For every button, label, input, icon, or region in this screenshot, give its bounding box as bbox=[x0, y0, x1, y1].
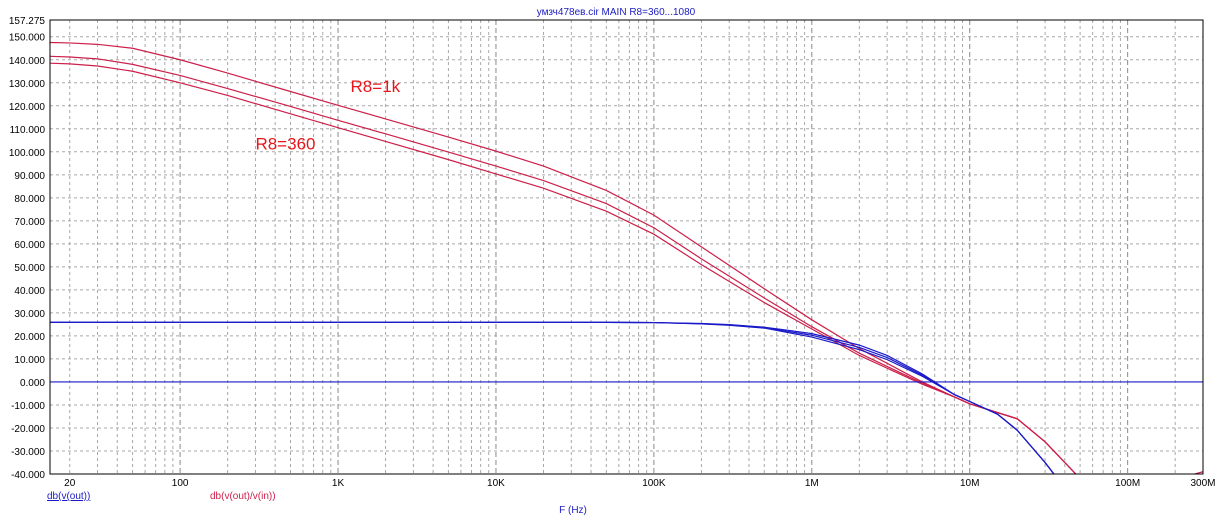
y-tick-label: 130.000 bbox=[9, 79, 46, 90]
x-tick-label: 100M bbox=[1115, 478, 1140, 489]
y-tick-label: 40.000 bbox=[14, 286, 45, 297]
x-tick-label: 20 bbox=[64, 478, 76, 489]
y-tick-label: 150.000 bbox=[9, 33, 46, 44]
y-tick-label: -40.000 bbox=[11, 470, 45, 481]
y-axis-ticks: 157.275 150.000 140.000 130.000 120.000 110.0… bbox=[9, 16, 46, 481]
y-tick-label: 157.275 bbox=[9, 16, 46, 27]
y-tick-label: 50.000 bbox=[14, 263, 45, 274]
series-line-7 bbox=[1192, 471, 1203, 474]
series-line-2 bbox=[50, 62, 1077, 474]
annotations: R8=1k R8=360 bbox=[255, 77, 400, 154]
y-tick-label: 60.000 bbox=[14, 240, 45, 251]
y-tick-label: 80.000 bbox=[14, 194, 45, 205]
x-axis-label: F (Hz) bbox=[559, 505, 587, 516]
y-tick-label: 20.000 bbox=[14, 332, 45, 343]
y-tick-label: 100.000 bbox=[9, 148, 46, 159]
y-tick-label: 30.000 bbox=[14, 309, 45, 320]
series-group bbox=[50, 41, 1203, 474]
annotation-1: R8=360 bbox=[255, 135, 315, 154]
y-tick-label: -10.000 bbox=[11, 401, 45, 412]
y-tick-label: 120.000 bbox=[9, 102, 46, 113]
chart-title: умзч478ев.cir MAIN R8=360...1080 bbox=[537, 7, 696, 18]
x-tick-label: 1K bbox=[332, 478, 345, 489]
x-tick-label: 100 bbox=[172, 478, 189, 489]
x-tick-label: 10M bbox=[960, 478, 979, 489]
y-tick-label: -20.000 bbox=[11, 424, 45, 435]
x-axis-ticks: 20 100 1K 10K 100K 1M 10M 100M 300M bbox=[64, 478, 1215, 489]
grid bbox=[50, 20, 1203, 474]
x-tick-label: 10K bbox=[487, 478, 505, 489]
plot-frame bbox=[49, 19, 1204, 475]
x-tick-label: 1M bbox=[805, 478, 819, 489]
series-line-5 bbox=[50, 321, 1055, 474]
y-tick-label: 110.000 bbox=[10, 125, 46, 136]
y-tick-label: 0.000 bbox=[20, 378, 45, 389]
x-tick-label: 100K bbox=[642, 478, 666, 489]
y-tick-label: 90.000 bbox=[14, 171, 45, 182]
y-tick-label: 70.000 bbox=[14, 217, 45, 228]
legend-entry-db-v-out-v-in: db(v(out)/v(in)) bbox=[210, 491, 276, 502]
x-tick-label: 300M bbox=[1190, 478, 1215, 489]
y-tick-label: -30.000 bbox=[11, 447, 45, 458]
y-tick-label: 140.000 bbox=[9, 56, 46, 67]
legend-entry-db-v-out: db(v(out)) bbox=[47, 491, 90, 502]
y-tick-label: 10.000 bbox=[14, 355, 45, 366]
annotation-0: R8=1k bbox=[351, 77, 401, 96]
